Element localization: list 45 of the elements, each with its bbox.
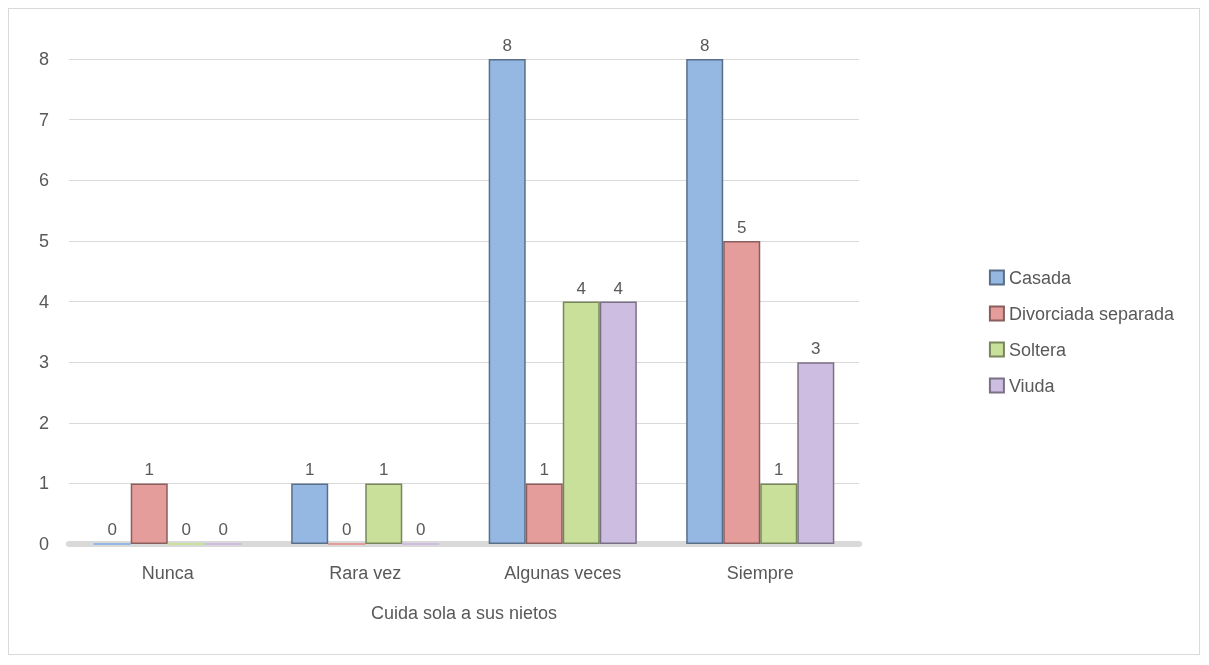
- x-tick-label: Siempre: [726, 563, 794, 583]
- data-label: 0: [416, 520, 426, 539]
- data-label: 0: [181, 520, 191, 539]
- data-label: 0: [218, 520, 229, 539]
- bar: [365, 483, 403, 544]
- y-tick-label: 4: [38, 291, 49, 312]
- data-label: 4: [613, 278, 624, 298]
- legend-label: Soltera: [1008, 339, 1067, 360]
- data-label: 1: [774, 460, 784, 480]
- x-axis-title: Cuida sola a sus nietos: [370, 603, 558, 623]
- bar: [760, 483, 798, 544]
- y-tick-label: 8: [38, 49, 49, 69]
- y-tick-label: 0: [38, 534, 49, 554]
- bar: [562, 301, 600, 544]
- bar: [130, 483, 168, 544]
- data-label: 5: [737, 217, 747, 237]
- bar: [686, 59, 724, 544]
- y-tick-label: 3: [38, 352, 49, 373]
- legend-label: Viuda: [1008, 375, 1056, 396]
- data-label: 4: [576, 278, 586, 298]
- data-label: 1: [144, 460, 154, 480]
- y-tick-label: 6: [38, 170, 49, 191]
- legend-label: Casada: [1008, 267, 1072, 288]
- data-label: 8: [699, 36, 710, 55]
- bar: [525, 483, 563, 544]
- bar: [723, 240, 761, 544]
- data-label: 3: [811, 339, 821, 359]
- y-tick-label: 1: [38, 473, 49, 494]
- data-label: 1: [539, 460, 549, 480]
- x-tick-label: Rara vez: [329, 563, 402, 583]
- bar: [291, 483, 329, 544]
- data-label: 0: [342, 520, 352, 539]
- data-label: 8: [502, 36, 512, 55]
- y-tick-label: 2: [38, 412, 49, 433]
- data-label: 1: [379, 460, 389, 480]
- y-tick-label: 5: [38, 230, 49, 251]
- legend-label: Divorciada separada: [1008, 303, 1175, 324]
- bar: [599, 301, 637, 544]
- y-tick-label: 7: [38, 109, 49, 130]
- x-tick-label: Algunas veces: [504, 563, 622, 583]
- bar: [797, 362, 835, 544]
- bar: [488, 59, 526, 544]
- data-label: 1: [304, 460, 315, 480]
- data-label: 0: [107, 520, 117, 539]
- x-tick-label: Nunca: [141, 563, 195, 583]
